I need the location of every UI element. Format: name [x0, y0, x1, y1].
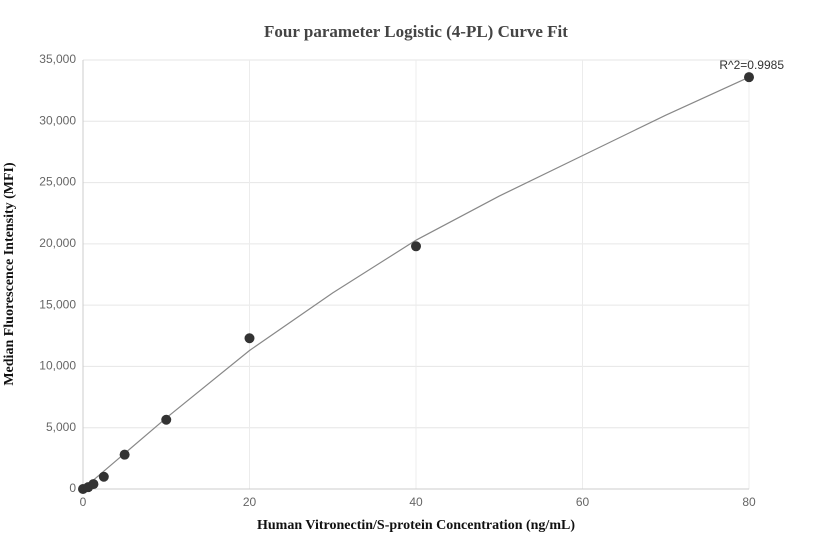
y-tick-label: 5,000 [46, 420, 76, 434]
x-tick-label: 0 [80, 495, 87, 509]
y-tick-label: 20,000 [39, 236, 76, 250]
data-point [98, 471, 109, 482]
y-tick-label: 30,000 [39, 113, 76, 127]
chart-title: Four parameter Logistic (4-PL) Curve Fit [264, 22, 568, 41]
data-point [161, 414, 172, 425]
x-tick-label: 20 [243, 495, 257, 509]
data-point [88, 479, 99, 490]
data-point [119, 449, 130, 460]
y-tick-label: 15,000 [39, 297, 76, 311]
data-point [244, 333, 255, 344]
data-point [411, 241, 421, 252]
x-tick-label: 60 [576, 495, 590, 509]
fit-curve [82, 76, 750, 490]
x-tick-label: 40 [409, 495, 423, 509]
y-tick-label: 35,000 [39, 52, 76, 66]
y-tick-label: 0 [69, 481, 76, 495]
x-axis-title: Human Vitronectin/S-protein Concentratio… [257, 518, 575, 533]
data-point [744, 72, 754, 83]
y-tick-label: 25,000 [39, 175, 76, 189]
y-axis-title: Median Fluorescence Intensity (MFI) [2, 162, 17, 386]
x-tick-label: 80 [742, 495, 756, 509]
r-squared: R^2=0.9985 [719, 58, 784, 72]
y-tick-label: 10,000 [39, 359, 76, 373]
